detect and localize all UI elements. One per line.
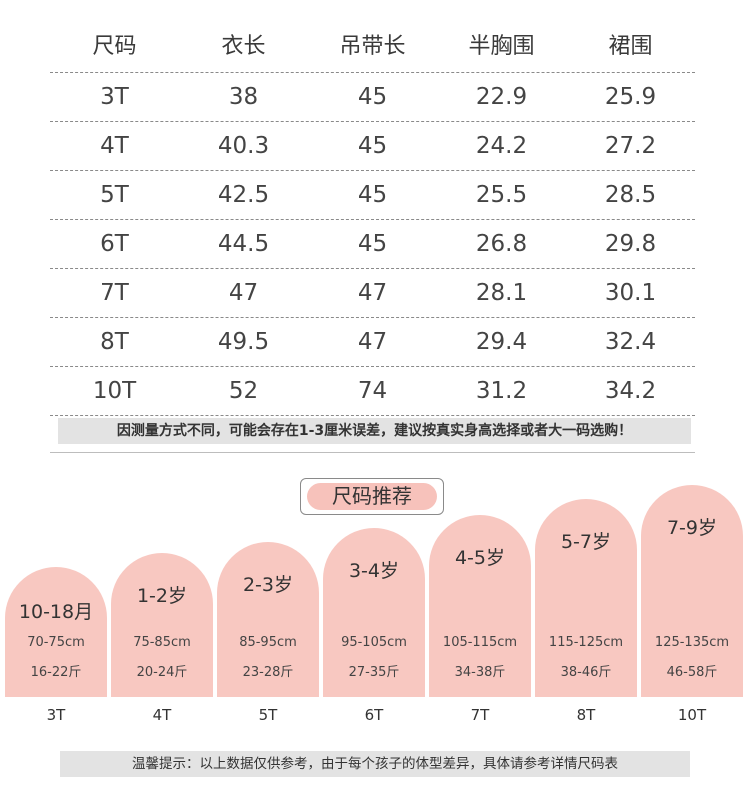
arch-weight: 20-24斤 <box>136 665 188 680</box>
size-label: 10T <box>677 706 707 724</box>
size-label: 8T <box>576 706 596 724</box>
table-cell: 27.2 <box>604 133 657 159</box>
table-cell: 47 <box>357 329 388 355</box>
table-cell: 25.5 <box>475 182 528 208</box>
header-cell: 衣长 <box>221 34 266 59</box>
header-cell: 尺码 <box>92 34 137 59</box>
table-cell: 24.2 <box>475 133 528 159</box>
table-row: 8T 49.5 47 29.4 32.4 <box>50 318 695 367</box>
age-arch: 2-3岁 85-95cm 23-28斤 <box>217 542 319 697</box>
table-row: 7T 47 47 28.1 30.1 <box>50 269 695 318</box>
size-label: 6T <box>364 706 384 724</box>
size-label: 3T <box>46 706 66 724</box>
arch-age: 1-2岁 <box>136 585 188 607</box>
recommend-title-text: 尺码推荐 <box>332 484 412 508</box>
arch-height: 75-85cm <box>133 635 191 650</box>
arch-height: 105-115cm <box>442 635 518 650</box>
arch-age: 5-7岁 <box>560 531 612 553</box>
arch-weight: 23-28斤 <box>242 665 294 680</box>
arch-weight: 16-22斤 <box>30 665 82 680</box>
arch-weight: 34-38斤 <box>454 665 506 680</box>
arch-height: 70-75cm <box>27 635 85 650</box>
table-cell: 10T <box>92 378 137 404</box>
table-cell: 4T <box>100 133 129 159</box>
table-cell: 49.5 <box>217 329 270 355</box>
table-body: 3T 38 45 22.9 25.9 4T 40.3 45 24.2 27.2 5T 42.5 45 25… <box>50 73 695 416</box>
recommend-title: 尺码推荐 <box>300 478 444 515</box>
table-cell: 5T <box>100 182 129 208</box>
arch-age: 7-9岁 <box>666 517 718 539</box>
table-cell: 38 <box>228 84 259 110</box>
section-divider <box>50 452 695 453</box>
arch-height: 115-125cm <box>548 635 624 650</box>
table-cell: 45 <box>357 133 388 159</box>
arch-weight: 27-35斤 <box>348 665 400 680</box>
size-table: 尺码 衣长 吊带长 半胸围 裙围 3T 38 45 22.9 25.9 4T 40.3 45 2… <box>50 16 695 416</box>
table-cell: 30.1 <box>604 280 657 306</box>
table-row: 4T 40.3 45 24.2 27.2 <box>50 122 695 171</box>
table-row: 10T 52 74 31.2 34.2 <box>50 367 695 416</box>
table-cell: 40.3 <box>217 133 270 159</box>
table-cell: 47 <box>357 280 388 306</box>
table-cell: 3T <box>100 84 129 110</box>
table-cell: 44.5 <box>217 231 270 257</box>
arch-age: 10-18月 <box>18 601 94 623</box>
age-arch: 5-7岁 115-125cm 38-46斤 <box>535 499 637 697</box>
age-arch: 4-5岁 105-115cm 34-38斤 <box>429 515 531 697</box>
table-cell: 52 <box>228 378 259 404</box>
table-cell: 45 <box>357 182 388 208</box>
arch-age: 3-4岁 <box>348 560 400 582</box>
arch-age: 4-5岁 <box>454 547 506 569</box>
title-pill-decoration <box>307 483 437 510</box>
table-cell: 34.2 <box>604 378 657 404</box>
table-cell: 7T <box>100 280 129 306</box>
arch-age: 2-3岁 <box>242 574 294 596</box>
table-cell: 45 <box>357 84 388 110</box>
table-cell: 28.5 <box>604 182 657 208</box>
table-header: 尺码 衣长 吊带长 半胸围 裙围 <box>50 16 695 73</box>
header-cell: 吊带长 <box>339 34 406 59</box>
arch-height: 95-105cm <box>341 635 407 650</box>
arch-weight: 38-46斤 <box>560 665 612 680</box>
age-arch: 7-9岁 125-135cm 46-58斤 <box>641 485 743 697</box>
arch-height: 125-135cm <box>654 635 730 650</box>
table-cell: 8T <box>100 329 129 355</box>
tip-notice: 温馨提示：以上数据仅供参考，由于每个孩子的体型差异，具体请参考详情尺码表 <box>60 751 690 777</box>
table-cell: 22.9 <box>475 84 528 110</box>
table-cell: 31.2 <box>475 378 528 404</box>
table-cell: 6T <box>100 231 129 257</box>
header-cell: 裙围 <box>608 34 653 59</box>
age-arch: 3-4岁 95-105cm 27-35斤 <box>323 528 425 697</box>
table-cell: 45 <box>357 231 388 257</box>
size-label: 7T <box>470 706 490 724</box>
table-cell: 47 <box>228 280 259 306</box>
size-label: 5T <box>258 706 278 724</box>
table-cell: 42.5 <box>217 182 270 208</box>
arch-weight: 46-58斤 <box>666 665 718 680</box>
table-cell: 29.8 <box>604 231 657 257</box>
arch-height: 85-95cm <box>239 635 297 650</box>
size-label: 4T <box>152 706 172 724</box>
header-cell: 半胸围 <box>468 34 535 59</box>
table-cell: 28.1 <box>475 280 528 306</box>
table-cell: 32.4 <box>604 329 657 355</box>
table-cell: 25.9 <box>604 84 657 110</box>
table-cell: 74 <box>357 378 388 404</box>
table-cell: 29.4 <box>475 329 528 355</box>
table-row: 6T 44.5 45 26.8 29.8 <box>50 220 695 269</box>
age-arch: 1-2岁 75-85cm 20-24斤 <box>111 553 213 697</box>
table-cell: 26.8 <box>475 231 528 257</box>
age-arch: 10-18月 70-75cm 16-22斤 <box>5 567 107 697</box>
table-row: 3T 38 45 22.9 25.9 <box>50 73 695 122</box>
measurement-notice: 因测量方式不同，可能会存在1-3厘米误差，建议按真实身高选择或者大一码选购！ <box>58 418 691 444</box>
table-row: 5T 42.5 45 25.5 28.5 <box>50 171 695 220</box>
